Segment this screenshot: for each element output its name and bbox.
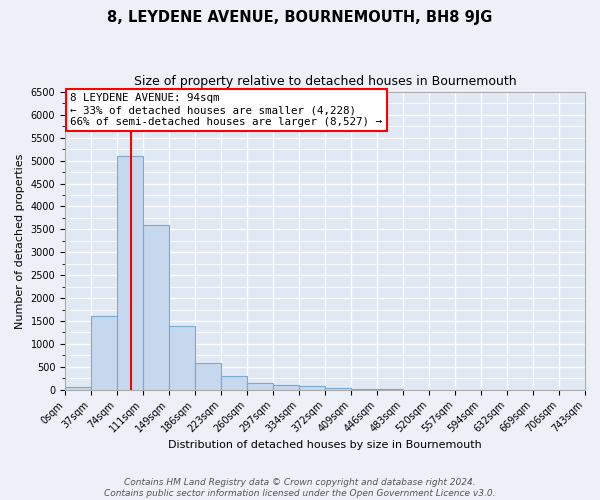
Bar bbox=[221, 376, 247, 390]
Text: 8, LEYDENE AVENUE, BOURNEMOUTH, BH8 9JG: 8, LEYDENE AVENUE, BOURNEMOUTH, BH8 9JG bbox=[107, 10, 493, 25]
Bar bbox=[65, 387, 91, 390]
Bar bbox=[273, 385, 299, 390]
Y-axis label: Number of detached properties: Number of detached properties bbox=[15, 153, 25, 328]
Bar bbox=[247, 383, 273, 390]
Title: Size of property relative to detached houses in Bournemouth: Size of property relative to detached ho… bbox=[134, 75, 517, 88]
Bar bbox=[169, 326, 195, 390]
Bar bbox=[195, 363, 221, 390]
Bar bbox=[91, 316, 117, 390]
Bar bbox=[143, 225, 169, 390]
Text: 8 LEYDENE AVENUE: 94sqm
← 33% of detached houses are smaller (4,228)
66% of semi: 8 LEYDENE AVENUE: 94sqm ← 33% of detache… bbox=[70, 94, 382, 126]
Bar bbox=[117, 156, 143, 390]
X-axis label: Distribution of detached houses by size in Bournemouth: Distribution of detached houses by size … bbox=[168, 440, 482, 450]
Bar bbox=[325, 388, 351, 390]
Text: Contains HM Land Registry data © Crown copyright and database right 2024.
Contai: Contains HM Land Registry data © Crown c… bbox=[104, 478, 496, 498]
Bar bbox=[299, 386, 325, 390]
